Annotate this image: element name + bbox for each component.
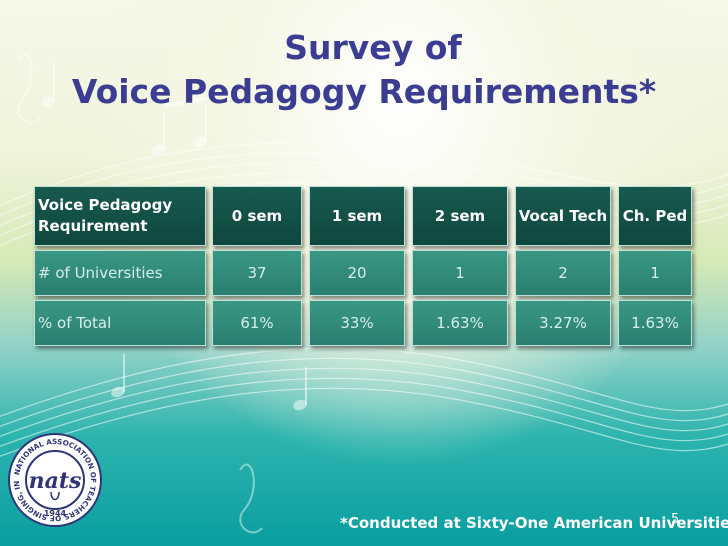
table-header-cell: Vocal Tech xyxy=(515,186,611,246)
logo-year-text: 1944 xyxy=(44,509,67,518)
table-cell: # of Universities xyxy=(34,250,206,296)
table-cell: 1.63% xyxy=(412,300,508,346)
table-cell: 3.27% xyxy=(515,300,611,346)
table-cell: 1.63% xyxy=(618,300,692,346)
table-cell: 37 xyxy=(212,250,302,296)
logo-center-text: nats xyxy=(29,468,82,494)
table-cell: % of Total xyxy=(34,300,206,346)
table-cell: 2 xyxy=(515,250,611,296)
footnote: *Conducted at Sixty-One American Univers… xyxy=(340,514,728,532)
table-cell: 1 xyxy=(412,250,508,296)
table-header-cell: 1 sem xyxy=(309,186,405,246)
table-header-row: Voice Pedagogy Requirement 0 sem 1 sem 2… xyxy=(34,186,692,246)
table-cell: 61% xyxy=(212,300,302,346)
table-cell: 20 xyxy=(309,250,405,296)
survey-table: Voice Pedagogy Requirement 0 sem 1 sem 2… xyxy=(34,186,692,348)
table-cell: 1 xyxy=(618,250,692,296)
table-header-cell: Voice Pedagogy Requirement xyxy=(34,186,206,246)
table-cell: 33% xyxy=(309,300,405,346)
table-header-cell: 0 sem xyxy=(212,186,302,246)
table-row: # of Universities 37 20 1 2 1 xyxy=(34,250,692,296)
page-number: 5 xyxy=(671,512,680,527)
title-line-1: Survey of xyxy=(284,28,462,67)
nats-logo-icon: NATIONAL ASSOCIATION OF TEACHERS OF SING… xyxy=(7,432,102,527)
slide-title: Survey of Voice Pedagogy Requirements* xyxy=(0,26,728,114)
table-header-cell: Ch. Ped xyxy=(618,186,692,246)
title-line-2: Voice Pedagogy Requirements* xyxy=(71,72,657,111)
table-header-cell: 2 sem xyxy=(412,186,508,246)
table-row: % of Total 61% 33% 1.63% 3.27% 1.63% xyxy=(34,300,692,346)
